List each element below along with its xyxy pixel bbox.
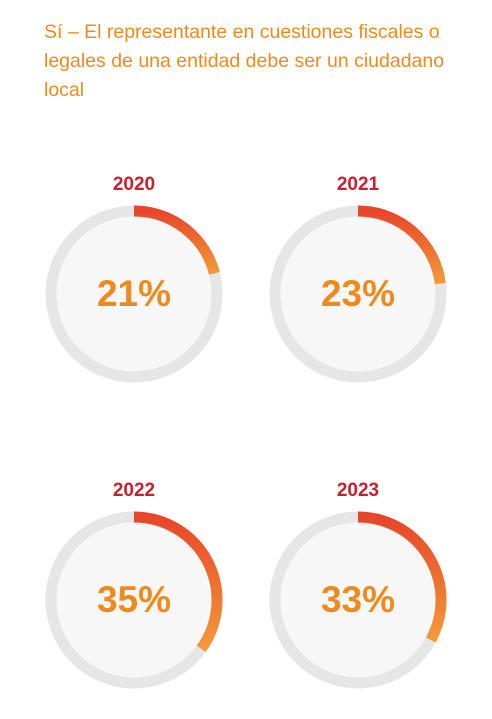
year-label: 2023	[336, 480, 380, 501]
percent-value: 33%	[320, 579, 396, 620]
percent-value: 21%	[96, 273, 172, 314]
donut-ring: 35%	[44, 510, 224, 690]
donut-chart-2020: 2020 21%	[44, 173, 224, 413]
donut-chart-2022: 2022 35%	[44, 479, 224, 719]
donut-inner	[56, 216, 212, 372]
donut-svg	[269, 205, 447, 383]
percent-value: 23%	[320, 273, 396, 314]
year-label: 2022	[112, 480, 156, 501]
donut-value-arc	[133, 205, 220, 275]
page-title: Sí – El representante en cuestiones fisc…	[44, 21, 445, 101]
donut-ring: 21%	[44, 204, 224, 384]
donut-inner	[56, 522, 212, 678]
year-label: 2021	[336, 174, 380, 195]
donut-ring: 23%	[268, 204, 448, 384]
donut-value-arc	[133, 511, 223, 653]
percent-value: 35%	[96, 579, 172, 620]
donut-value-arc	[357, 511, 447, 643]
donut-chart-2021: 2021 23%	[268, 173, 448, 413]
donut-inner	[280, 216, 436, 372]
donut-svg	[45, 511, 223, 689]
donut-chart-2023: 2023 33%	[268, 479, 448, 719]
donut-value-arc	[357, 205, 446, 285]
donut-inner	[280, 522, 436, 678]
year-label: 2020	[112, 174, 156, 195]
donut-svg	[45, 205, 223, 383]
donut-svg	[269, 511, 447, 689]
donut-ring: 33%	[268, 510, 448, 690]
